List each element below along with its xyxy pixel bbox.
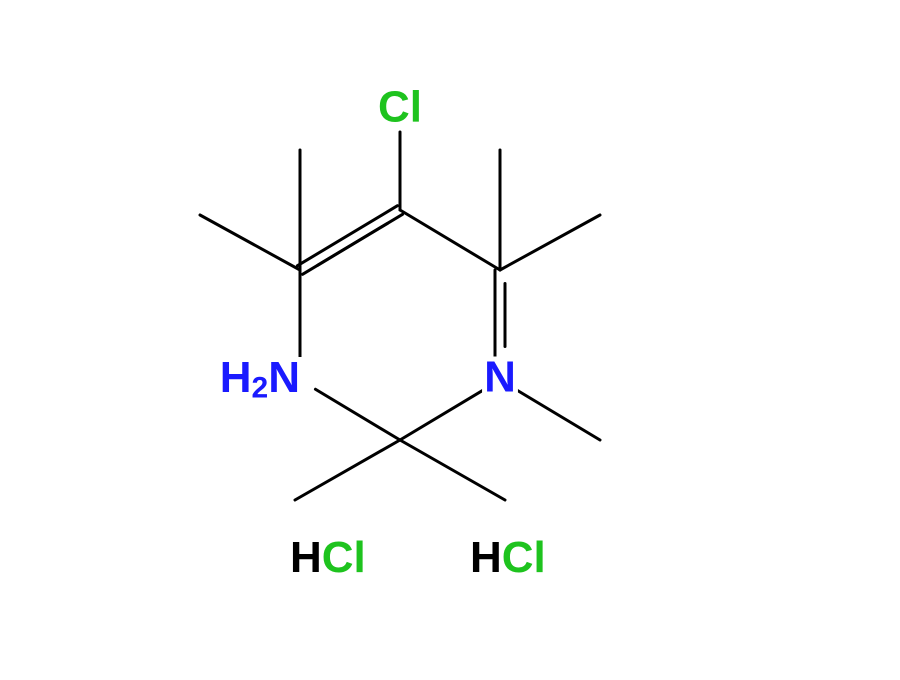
bond — [400, 210, 500, 270]
bond — [315, 389, 400, 440]
bond — [318, 223, 388, 265]
bond — [400, 390, 483, 440]
atom-Cl_top: Cl — [378, 83, 422, 132]
bond — [500, 215, 600, 270]
bond — [295, 440, 400, 500]
atom-NH2: H2N — [220, 353, 300, 405]
bond — [200, 215, 300, 270]
bond — [297, 206, 397, 266]
atom-N_ring: N — [484, 353, 516, 402]
salt-hcl-1: HCl — [470, 533, 546, 582]
bond — [515, 389, 600, 440]
salt-hcl-0: HCl — [290, 533, 366, 582]
molecule-diagram: ClClNNH2NH2NHClHCl — [0, 0, 900, 680]
bond — [400, 440, 505, 500]
